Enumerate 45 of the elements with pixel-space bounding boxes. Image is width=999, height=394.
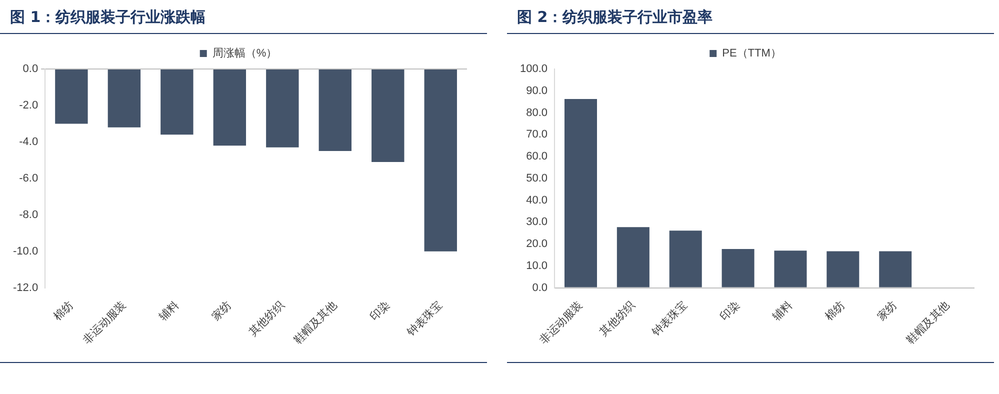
y-tick-label: -4.0 (19, 136, 38, 148)
x-tick-label: 其他纺织 (246, 298, 287, 339)
y-tick-label: 70.0 (526, 128, 548, 141)
y-tick-label: 30.0 (526, 216, 548, 228)
y-tick-label: 90.0 (526, 84, 548, 97)
y-tick-label: 10.0 (526, 260, 548, 272)
bar (826, 251, 860, 288)
y-tick-label: -8.0 (19, 208, 38, 221)
x-tick-label: 鞋帽及其他 (291, 298, 340, 347)
x-tick-label: 鞋帽及其他 (904, 298, 952, 347)
y-tick-label: 60.0 (526, 150, 548, 163)
chart-title: 图 2：纺织服装子行业市盈率 (507, 0, 994, 34)
x-tick-label: 棉纺 (50, 298, 76, 324)
y-tick-label: 100.0 (520, 63, 548, 76)
bar (879, 251, 912, 288)
x-tick-label: 辅料 (156, 298, 182, 324)
bar (722, 249, 754, 288)
x-tick-label: 辅料 (770, 298, 795, 324)
bar (564, 98, 597, 288)
x-tick-label: 其他纺织 (597, 298, 638, 339)
x-tick-label: 钟表珠宝 (404, 298, 445, 340)
y-tick-label: 40.0 (526, 194, 548, 206)
bar (616, 227, 650, 288)
x-tick-label: 非运动服装 (536, 298, 586, 347)
y-tick-label: 0.0 (532, 282, 548, 294)
x-tick-label: 家纺 (874, 298, 900, 324)
x-tick-label: 钟表珠宝 (648, 298, 690, 340)
bar (669, 230, 702, 288)
y-tick-label: -2.0 (19, 99, 38, 112)
x-tick-label: 棉纺 (822, 298, 848, 324)
legend-label: 周涨幅（%） (212, 48, 278, 60)
y-tick-label: 80.0 (526, 106, 548, 119)
legend-label: PE（TTM） (722, 48, 782, 60)
y-tick-label: 0.0 (22, 63, 38, 76)
x-tick-label: 家纺 (209, 298, 234, 324)
x-tick-label: 印染 (718, 298, 742, 324)
y-tick-label: 20.0 (526, 238, 548, 250)
chart-title: 图 1：纺织服装子行业涨跌幅 (0, 0, 487, 34)
x-tick-label: 印染 (367, 298, 392, 324)
bar (774, 250, 807, 288)
y-tick-label: -10.0 (12, 245, 38, 258)
y-tick-label: 50.0 (526, 172, 548, 184)
y-tick-label: -6.0 (19, 172, 38, 184)
x-tick-label: 非运动服装 (80, 298, 128, 347)
y-tick-label: -12.0 (12, 282, 38, 294)
